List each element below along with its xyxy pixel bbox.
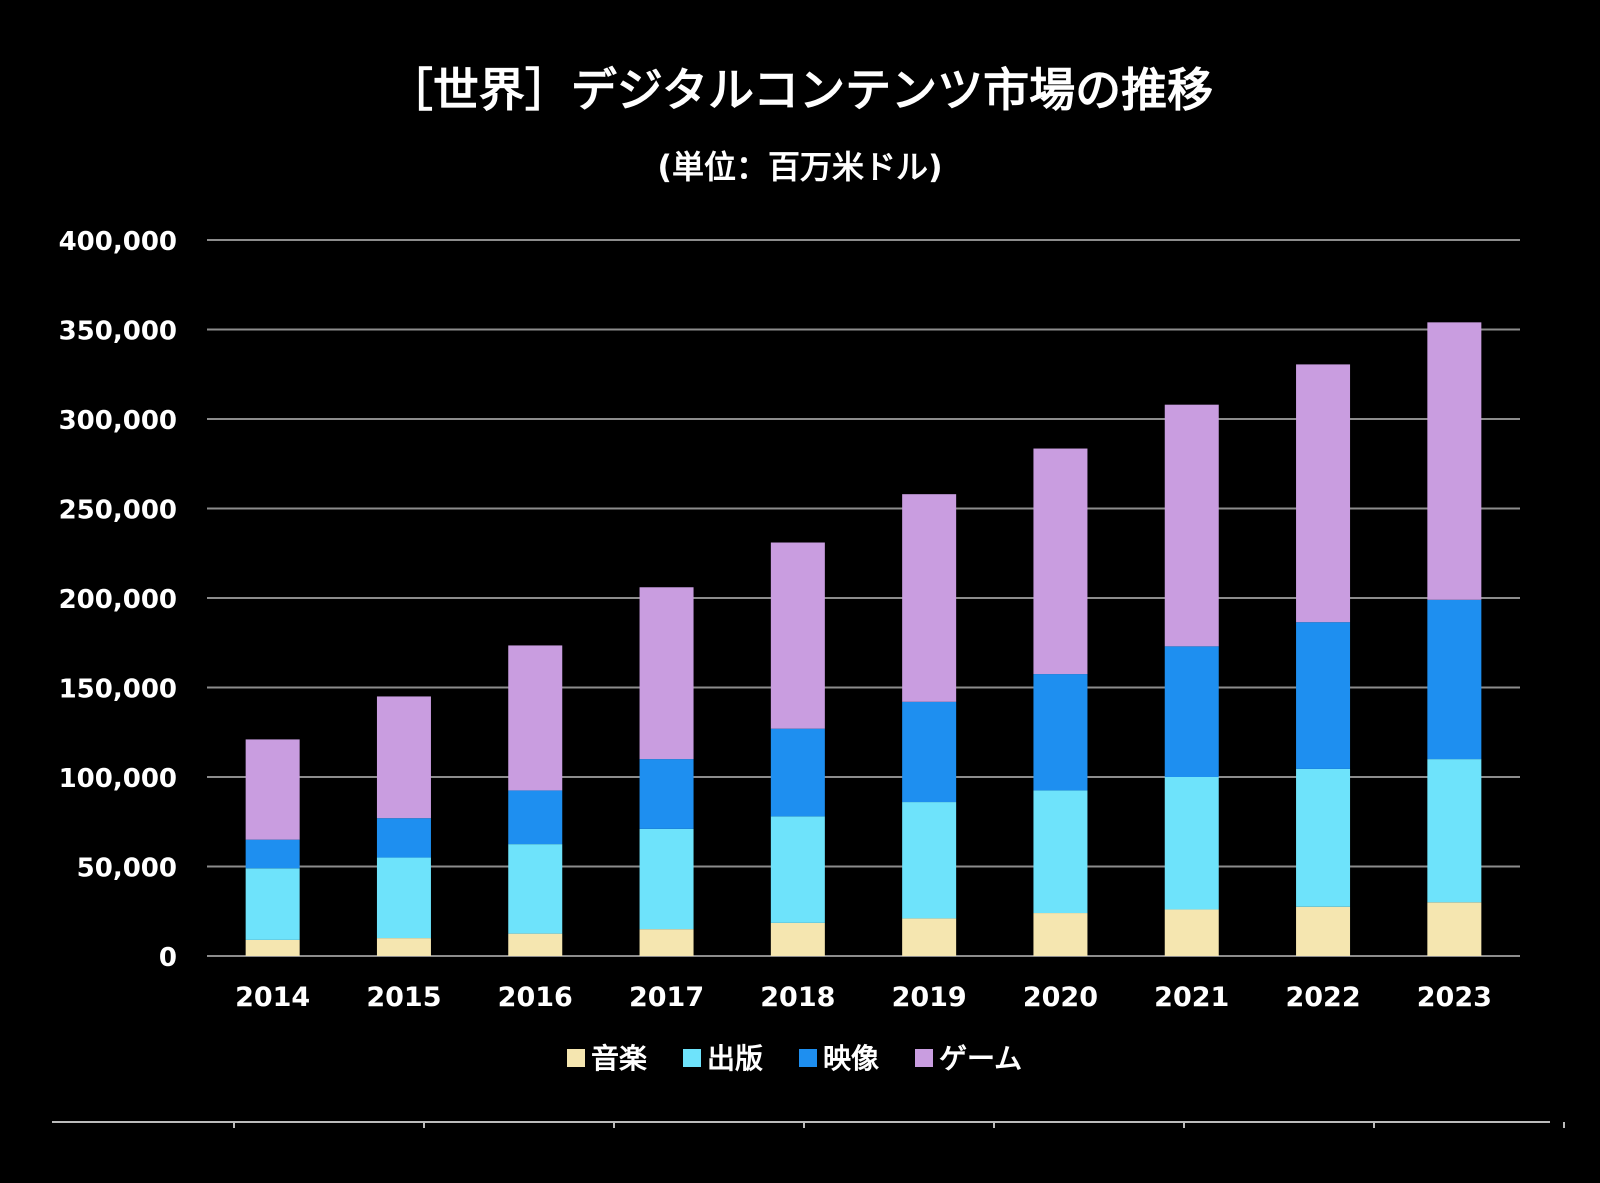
bar-segment: [1427, 599, 1482, 760]
bar-segment: [639, 828, 694, 930]
bar-segment: [1427, 759, 1482, 903]
bar-segment: [376, 696, 431, 819]
y-axis-tick-labels: 0 50,000 100,000 150,000 200,000 250,000 300,0…: [59, 227, 177, 973]
bars: [245, 322, 1482, 956]
bar-segment: [902, 802, 957, 919]
bar-segment: [508, 844, 563, 934]
bar-segment: [902, 494, 957, 702]
legend-swatch: [567, 1049, 585, 1067]
y-tick-label: 350,000: [59, 317, 177, 347]
bar-segment: [770, 922, 825, 956]
x-tick-label: 2023: [1417, 982, 1492, 1013]
bar-segment: [902, 701, 957, 803]
bar-segment: [508, 933, 563, 956]
bar-segment: [1296, 622, 1351, 769]
legend-swatch: [683, 1049, 701, 1067]
bar-segment: [508, 645, 563, 791]
bar-segment: [245, 868, 300, 940]
y-tick-label: 150,000: [59, 675, 177, 705]
bar-segment: [245, 739, 300, 840]
x-axis-tick-labels: 2014 2015 2016 2017 2018 2019 2020 2021 2022 2023: [235, 982, 1492, 1013]
x-tick-label: 2019: [892, 982, 967, 1013]
chart-subtitle: (単位：百万米ドル): [657, 148, 942, 186]
x-tick-label: 2015: [366, 982, 441, 1013]
bar-segment: [1033, 790, 1088, 914]
legend-label: 音楽: [591, 1042, 647, 1075]
bar-segment: [245, 939, 300, 956]
bar-segment: [770, 728, 825, 817]
bottom-divider: [52, 1121, 1565, 1128]
bar-segment: [770, 816, 825, 923]
bar-segment: [1296, 906, 1351, 956]
x-tick-label: 2017: [629, 982, 704, 1013]
x-tick-label: 2016: [498, 982, 573, 1013]
bar-segment: [1427, 902, 1482, 956]
x-tick-label: 2021: [1154, 982, 1229, 1013]
bar-segment: [639, 929, 694, 956]
bar-segment: [376, 938, 431, 956]
bar-segment: [245, 839, 300, 869]
bar-segment: [376, 857, 431, 939]
bar-segment: [1033, 913, 1088, 956]
bar-segment: [639, 759, 694, 829]
bar-segment: [1296, 768, 1351, 907]
y-tick-label: 100,000: [59, 764, 177, 794]
y-tick-label: 50,000: [77, 854, 177, 884]
bar-segment: [902, 918, 957, 956]
bar-segment: [1164, 909, 1219, 956]
legend-label: 出版: [707, 1042, 763, 1075]
x-tick-label: 2022: [1285, 982, 1360, 1013]
bar-segment: [1033, 674, 1088, 791]
bar-segment: [1164, 777, 1219, 910]
bar-segment: [1427, 322, 1482, 600]
y-tick-label: 0: [159, 943, 177, 973]
y-tick-label: 250,000: [59, 496, 177, 526]
y-tick-label: 200,000: [59, 585, 177, 615]
x-tick-label: 2018: [760, 982, 835, 1013]
x-tick-label: 2020: [1023, 982, 1098, 1013]
bar-segment: [508, 790, 563, 845]
legend: 音楽 出版 映像 ゲーム: [567, 1042, 1022, 1075]
bar-segment: [1296, 364, 1351, 623]
y-tick-label: 400,000: [59, 227, 177, 257]
legend-label: ゲーム: [939, 1042, 1022, 1075]
legend-label: 映像: [823, 1042, 880, 1075]
bar-segment: [1033, 448, 1088, 675]
chart-title: ［世界］デジタルコンテンツ市場の推移: [387, 63, 1213, 117]
bar-segment: [1164, 404, 1219, 647]
bar-segment: [770, 542, 825, 729]
bar-segment: [1164, 646, 1219, 777]
y-tick-label: 300,000: [59, 406, 177, 436]
legend-swatch: [799, 1049, 817, 1067]
x-tick-label: 2014: [235, 982, 310, 1013]
legend-swatch: [915, 1049, 933, 1067]
bar-segment: [376, 818, 431, 858]
bar-segment: [639, 587, 694, 760]
